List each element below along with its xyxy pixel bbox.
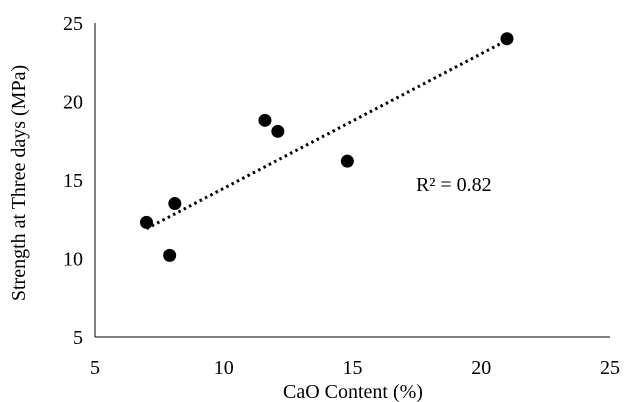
y-tick-label: 5 [73,327,83,349]
x-tick-label: 10 [214,357,234,379]
axes [94,23,610,338]
y-tick-labels: 5 10 15 20 25 [63,13,83,349]
data-point [340,154,354,168]
data-point [258,113,272,127]
data-point [168,197,182,211]
x-tick-label: 20 [471,357,491,379]
y-tick-label: 15 [63,170,83,192]
x-tick-label: 15 [343,357,363,379]
data-points [140,32,514,262]
x-tick-label: 5 [90,357,100,379]
data-point [271,124,285,138]
y-tick-label: 25 [63,13,83,35]
x-tick-labels: 5 10 15 20 25 [90,357,620,379]
y-tick-label: 20 [63,92,83,114]
data-point [163,248,177,262]
trendline [145,38,508,230]
r-squared-annotation: R² = 0.82 [416,174,492,196]
x-tick-label: 25 [600,357,620,379]
x-axis-title: CaO Content (%) [283,381,423,402]
data-point [140,215,153,229]
data-point [500,32,514,46]
y-axis-title: Strength at Three days (MPa) [8,65,30,301]
y-tick-label: 10 [63,249,83,271]
